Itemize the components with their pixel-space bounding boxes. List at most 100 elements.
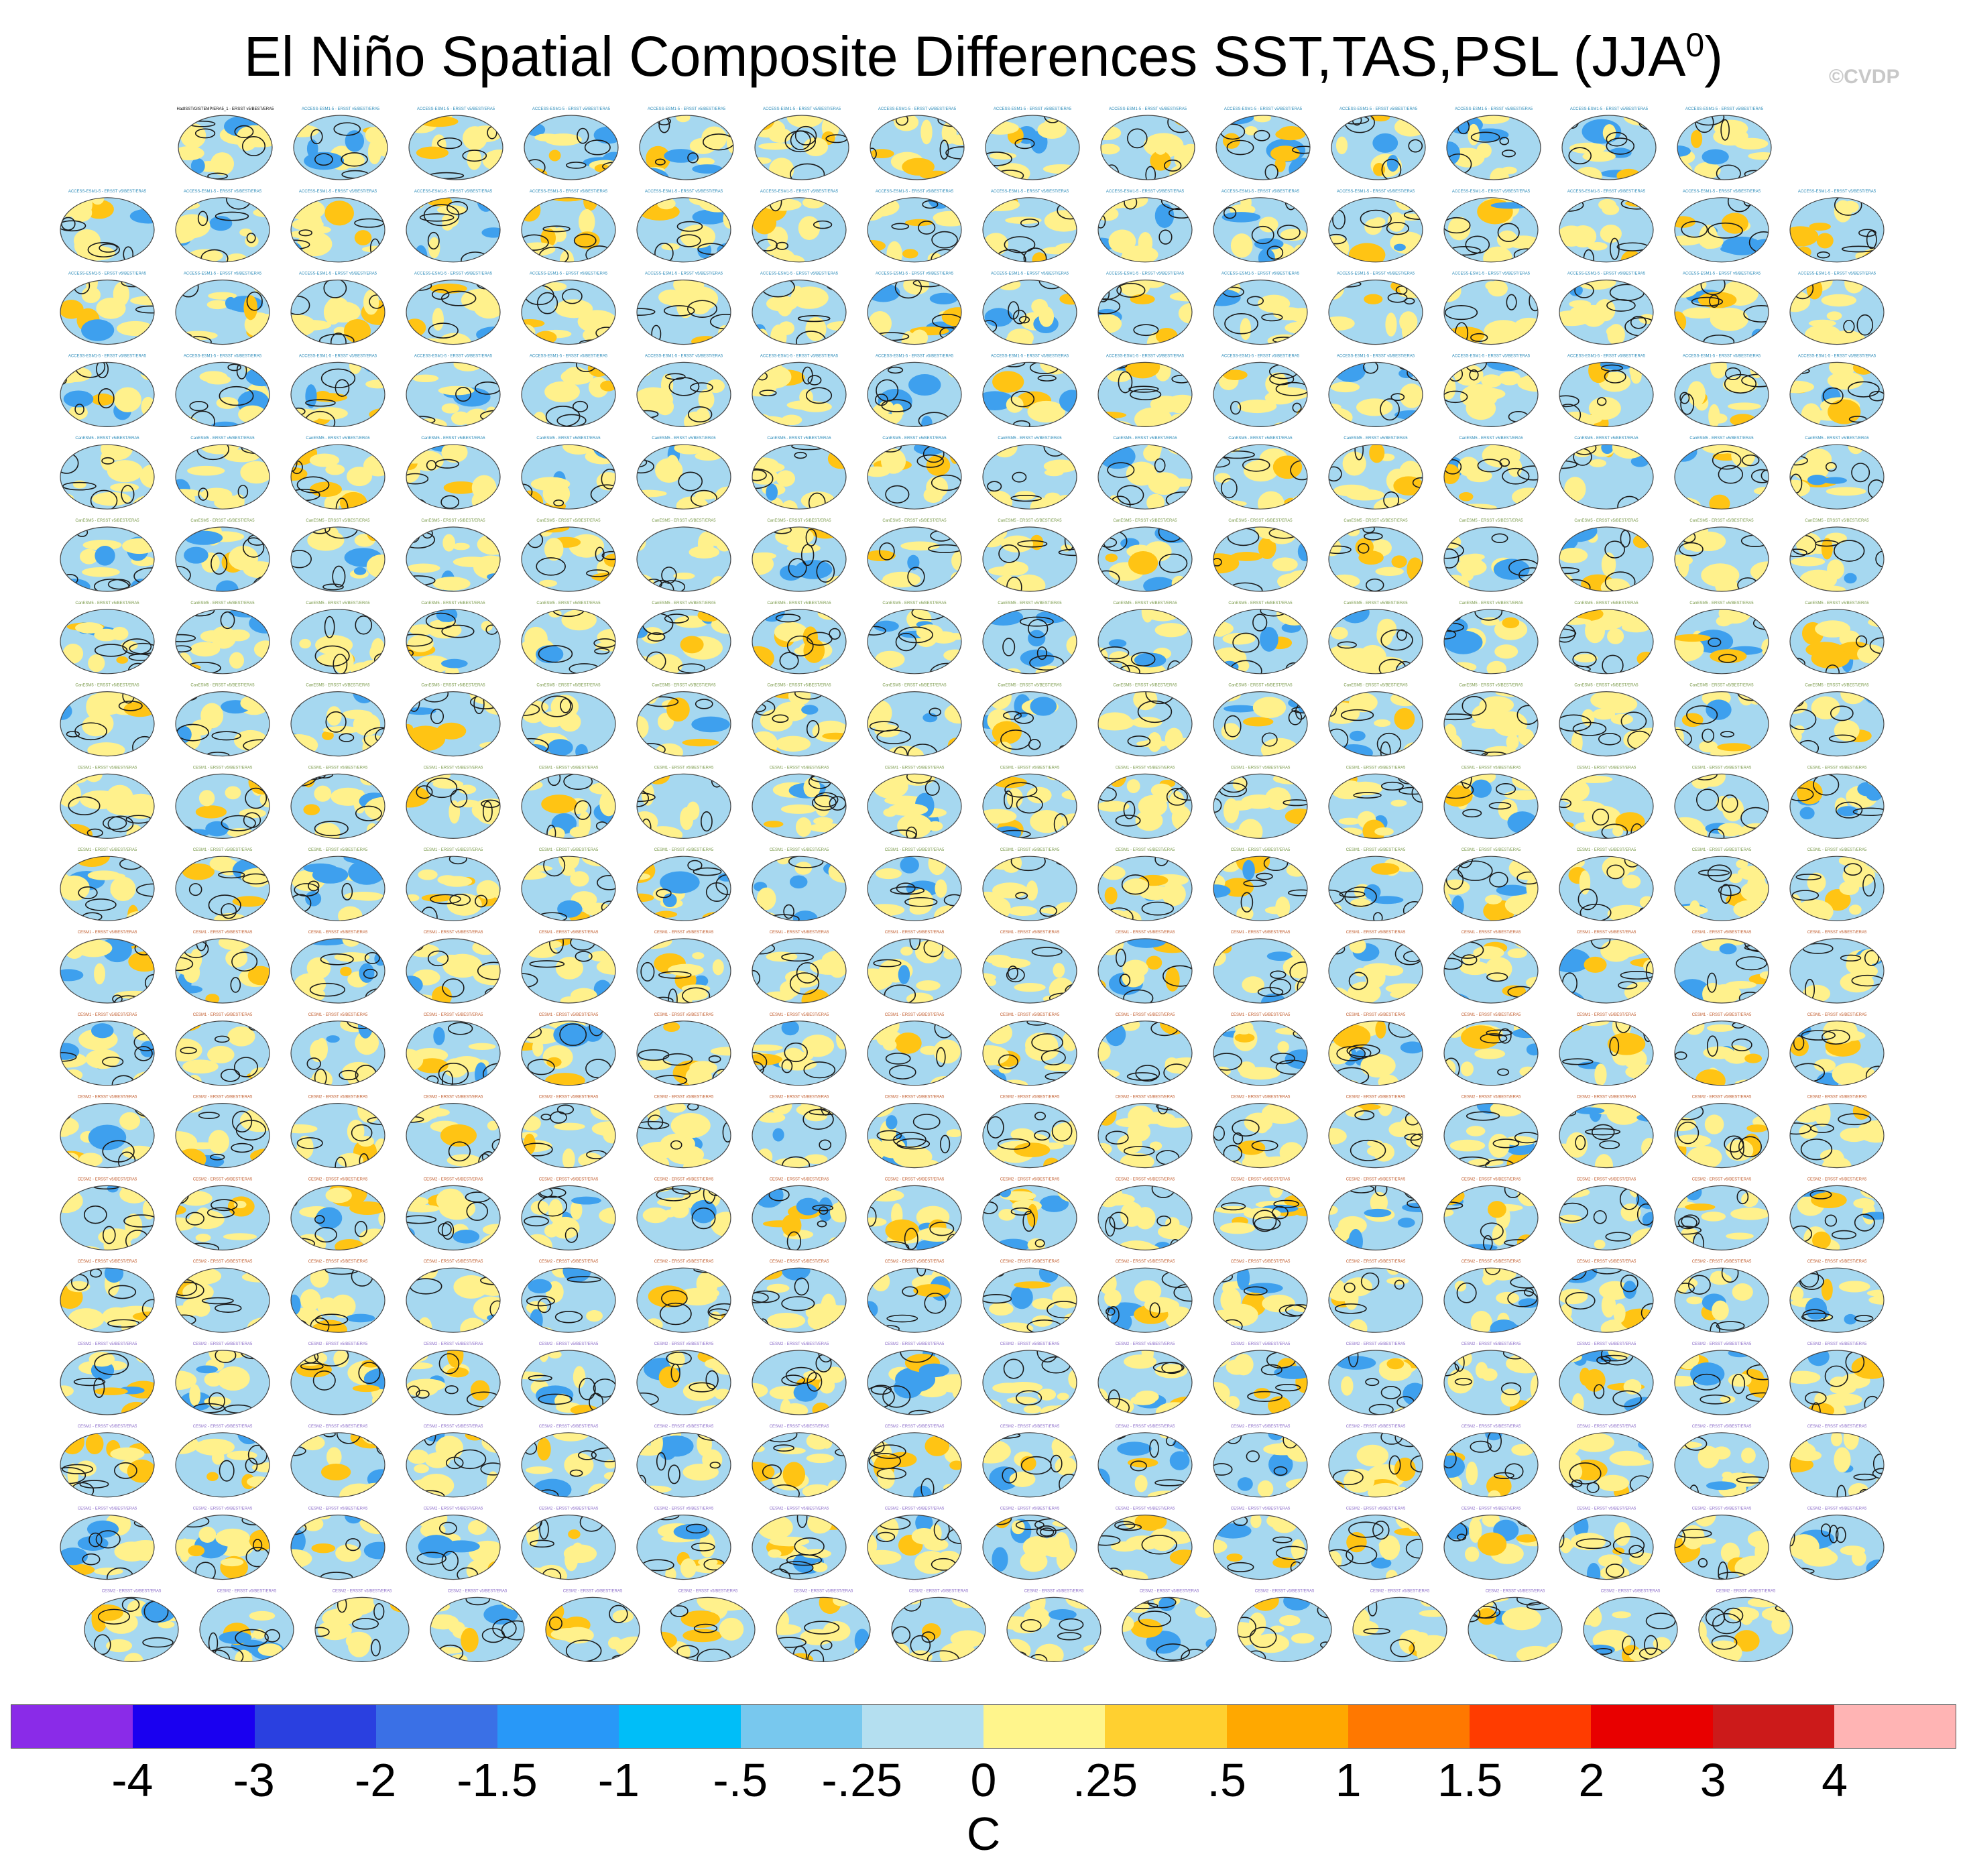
map-anomaly-patch — [793, 1383, 818, 1402]
map-anomaly-patch — [1055, 1456, 1077, 1476]
map-anomaly-patch — [1561, 231, 1586, 245]
map-anomaly-patch — [1647, 166, 1656, 180]
panel-label: CESM1 - ERSST v5/BEST/ERA5 — [1577, 1013, 1636, 1017]
map-contour — [1133, 324, 1159, 337]
map-anomaly-patch — [933, 211, 961, 225]
map-anomaly-patch — [1571, 1393, 1584, 1415]
map-contour — [60, 280, 80, 286]
map-anomaly-patch — [530, 477, 571, 491]
map-outline — [1097, 444, 1193, 510]
map-contour — [1213, 558, 1222, 567]
map-anomaly-patch — [1154, 527, 1192, 544]
map-anomaly-patch — [1517, 374, 1538, 392]
panel-label: CanESM5 - ERSST v5/BEST/ERA5 — [1459, 436, 1523, 441]
map-anomaly-patch — [1675, 905, 1708, 915]
map-panel: CESM2 - ERSST v5/BEST/ERA5 — [290, 1425, 385, 1498]
map-anomaly-patch — [913, 1284, 951, 1297]
map-panel: CESM1 - ERSST v5/BEST/ERA5 — [752, 931, 847, 1004]
map-anomaly-patch — [1702, 149, 1729, 165]
map-anomaly-patch — [983, 199, 1000, 213]
panel-label: CESM1 - ERSST v5/BEST/ERA5 — [1231, 766, 1291, 770]
map-anomaly-patch — [1816, 233, 1834, 249]
panel-label: ACCESS-ESM1-5 - ERSST v5/BEST/ERA5 — [645, 190, 723, 194]
panel-label: CESM1 - ERSST v5/BEST/ERA5 — [1692, 1013, 1752, 1017]
map-contour — [1285, 662, 1303, 674]
map-panel: CanESM5 - ERSST v5/BEST/ERA5 — [1443, 684, 1539, 757]
map-contour — [946, 1234, 960, 1250]
map-anomaly-patch — [60, 747, 79, 756]
map-contour — [428, 323, 459, 339]
map-anomaly-patch — [1037, 121, 1067, 139]
map-contour — [697, 1432, 729, 1441]
map-anomaly-patch — [325, 1187, 352, 1204]
map-anomaly-patch — [900, 856, 919, 874]
map-anomaly-patch — [698, 197, 731, 213]
map-anomaly-patch — [1214, 500, 1247, 508]
map-anomaly-patch — [1444, 280, 1462, 302]
panel-label: CESM1 - ERSST v5/BEST/ERA5 — [539, 848, 599, 852]
map-contour — [137, 939, 152, 949]
map-anomaly-patch — [478, 1405, 493, 1415]
map-anomaly-patch — [1838, 1281, 1870, 1293]
map-contour — [1866, 230, 1877, 249]
map-anomaly-patch — [1821, 538, 1833, 560]
panel-label: CESM2 - ERSST v5/BEST/ERA5 — [770, 1342, 829, 1346]
map-anomaly-patch — [1258, 217, 1278, 233]
map-anomaly-patch — [414, 1464, 429, 1474]
map-anomaly-patch — [1286, 863, 1307, 877]
map-anomaly-patch — [1868, 617, 1884, 628]
map-anomaly-patch — [1444, 1059, 1456, 1077]
map-anomaly-patch — [1682, 307, 1718, 319]
map-panel: CanESM5 - ERSST v5/BEST/ERA5 — [1328, 519, 1423, 592]
map-anomaly-patch — [1708, 404, 1720, 427]
map-contour — [1497, 223, 1520, 242]
map-anomaly-patch — [1790, 832, 1810, 839]
map-anomaly-patch — [1030, 809, 1064, 833]
map-anomaly-patch — [1062, 1031, 1077, 1052]
map-anomaly-patch — [60, 1473, 66, 1486]
map-panel: CESM1 - ERSST v5/BEST/ERA5 — [636, 848, 731, 921]
map-contour — [1292, 402, 1302, 413]
map-anomaly-patch — [1242, 717, 1274, 727]
map-anomaly-patch — [1526, 1043, 1538, 1056]
panel-label: CanESM5 - ERSST v5/BEST/ERA5 — [1574, 601, 1638, 605]
map-contour — [594, 648, 610, 655]
map-anomaly-patch — [1224, 705, 1258, 713]
map-contour — [1360, 209, 1392, 228]
map-anomaly-patch — [343, 856, 372, 864]
map-anomaly-patch — [1559, 948, 1591, 973]
panel-label: CESM1 - ERSST v5/BEST/ERA5 — [1231, 848, 1291, 852]
map-anomaly-patch — [1506, 1353, 1538, 1374]
map-anomaly-patch — [436, 609, 458, 623]
panel-label: CESM2 - ERSST v5/BEST/ERA5 — [1577, 1096, 1636, 1100]
map-anomaly-patch — [564, 367, 587, 382]
map-anomaly-patch — [802, 197, 825, 209]
map-contour — [566, 162, 587, 169]
map-contour — [1834, 540, 1865, 562]
map-panel: CanESM5 - ERSST v5/BEST/ERA5 — [175, 519, 270, 592]
map-anomaly-patch — [1230, 552, 1263, 561]
panel-label: CESM2 - ERSST v5/BEST/ERA5 — [654, 1342, 714, 1346]
map-anomaly-patch — [1454, 1281, 1467, 1292]
panel-label: ACCESS-ESM1-5 - ERSST v5/BEST/ERA5 — [299, 272, 377, 276]
panel-label: ACCESS-ESM1-5 - ERSST v5/BEST/ERA5 — [414, 190, 493, 194]
map-outline — [521, 609, 616, 675]
chart-title: El Niño Spatial Composite Differences SS… — [0, 24, 1967, 89]
map-anomaly-patch — [88, 1124, 127, 1151]
map-anomaly-patch — [1364, 1208, 1392, 1218]
map-contour — [945, 915, 959, 921]
map-anomaly-patch — [698, 389, 715, 410]
map-contour — [1469, 369, 1479, 381]
map-panel: CESM2 - ERSST v5/BEST/ERA5 — [521, 1177, 616, 1251]
map-anomaly-patch — [249, 613, 270, 634]
map-anomaly-patch — [371, 609, 385, 616]
map-anomaly-patch — [1128, 1105, 1154, 1127]
map-anomaly-patch — [72, 480, 86, 489]
map-anomaly-patch — [951, 571, 961, 585]
map-panel: CESM1 - ERSST v5/BEST/ERA5 — [60, 931, 155, 1004]
map-anomaly-patch — [548, 1199, 563, 1224]
panel-label: CESM2 - ERSST v5/BEST/ERA5 — [1577, 1177, 1636, 1181]
map-anomaly-patch — [364, 362, 383, 373]
map-anomaly-patch — [664, 149, 698, 163]
map-panel: CESM2 - ERSST v5/BEST/ERA5 — [521, 1096, 616, 1169]
